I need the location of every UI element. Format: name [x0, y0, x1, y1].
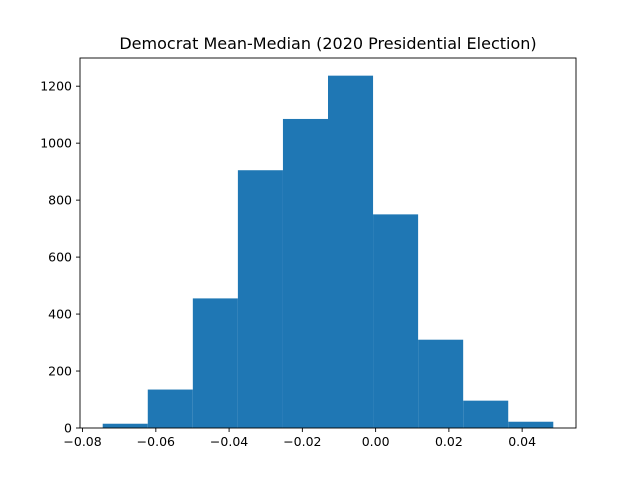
histogram-bar-5	[328, 75, 374, 429]
x-tick-label: 0.04	[508, 434, 536, 449]
histogram-bar-7	[418, 339, 464, 428]
histogram-bar-1	[147, 389, 193, 428]
histogram-bar-8	[463, 400, 509, 428]
x-tick-label: −0.08	[63, 434, 101, 449]
plot-frame	[79, 57, 577, 429]
histogram-bar-9	[508, 421, 554, 428]
histogram-bar-0	[102, 423, 148, 428]
y-tick-label: 800	[48, 193, 72, 208]
y-tick-label: 400	[48, 307, 72, 322]
x-tick-label: −0.04	[210, 434, 248, 449]
x-tick-label: −0.02	[283, 434, 321, 449]
bars-group	[102, 75, 554, 429]
histogram-bar-3	[237, 170, 283, 428]
chart-title: Democrat Mean-Median (2020 Presidential …	[119, 34, 536, 53]
y-axis-ticks: 0 200 400 600 800 1000 1200	[40, 79, 80, 436]
y-tick-label: 0	[64, 421, 72, 436]
x-tick-label: −0.06	[137, 434, 175, 449]
y-tick-label: 1000	[40, 136, 72, 151]
y-tick-label: 1200	[40, 79, 72, 94]
x-tick-label: 0.00	[362, 434, 390, 449]
y-tick-label: 200	[48, 364, 72, 379]
y-tick-label: 600	[48, 250, 72, 265]
histogram-bar-4	[282, 118, 328, 428]
histogram-bar-2	[192, 298, 238, 428]
histogram-bar-6	[373, 214, 419, 428]
x-axis-ticks: −0.08 −0.06 −0.04 −0.02 0.00 0.02 0.04	[63, 428, 536, 449]
x-tick-label: 0.02	[435, 434, 463, 449]
